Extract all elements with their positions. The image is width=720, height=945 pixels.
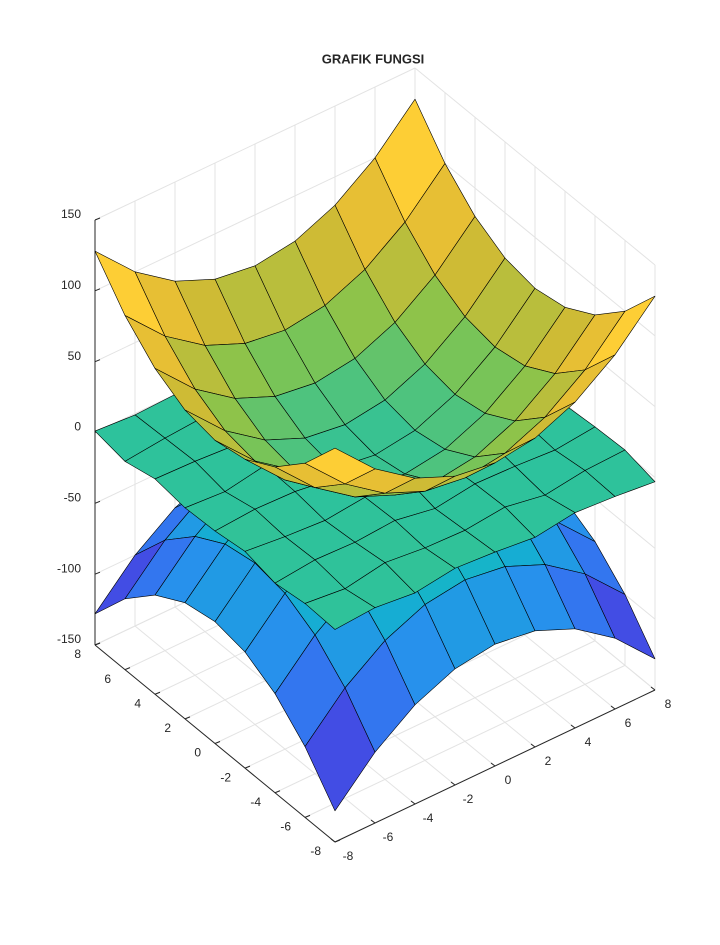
x-tick-label: -8 xyxy=(343,849,354,863)
z-tick xyxy=(94,288,101,292)
z-tick-label: 150 xyxy=(61,207,81,221)
axes: -150 -100 -50 0 50 100 150 -8 -6 -4 -2 0 2 4 6 8 -8 -6 -4 -… xyxy=(57,207,672,863)
y-tick xyxy=(154,691,161,695)
y-tick-label: 6 xyxy=(104,672,111,686)
y-tick xyxy=(334,839,341,843)
z-tick xyxy=(94,500,101,504)
z-tick-label: -100 xyxy=(57,561,81,575)
surface-patch xyxy=(304,447,376,485)
x-tick-label: -4 xyxy=(423,811,434,825)
z-tick xyxy=(94,571,101,575)
x-tick xyxy=(330,838,336,843)
y-tick-label: 8 xyxy=(74,647,81,661)
z-tick xyxy=(94,217,101,221)
surfaces xyxy=(94,98,656,812)
x-tick xyxy=(450,781,456,786)
y-tick xyxy=(184,716,191,720)
surface-patch xyxy=(304,588,376,630)
y-tick xyxy=(214,741,221,744)
y-tick-label: 2 xyxy=(164,721,171,735)
z-tick-label: 100 xyxy=(61,278,81,292)
x-tick-label: 4 xyxy=(585,735,592,749)
x-tick-label: 0 xyxy=(505,773,512,787)
z-tick-label: 50 xyxy=(68,349,82,363)
z-tick-label: -150 xyxy=(57,632,81,646)
x-tick xyxy=(370,819,376,824)
y-tick-label: -4 xyxy=(250,795,261,809)
surface-patch xyxy=(304,687,376,812)
y-tick xyxy=(304,814,311,818)
x-tick-label: 6 xyxy=(625,716,632,730)
y-tick-label: -8 xyxy=(310,844,321,858)
y-tick-label: -2 xyxy=(220,770,231,784)
y-tick xyxy=(124,667,131,671)
x-tick xyxy=(490,762,496,767)
x-tick-label: -2 xyxy=(463,792,474,806)
z-tick xyxy=(94,359,101,363)
y-tick-label: 0 xyxy=(194,746,201,760)
x-tick-label: 8 xyxy=(665,697,672,711)
y-tick-label: 4 xyxy=(134,696,141,710)
x-tick xyxy=(530,743,536,748)
y-tick xyxy=(274,790,281,794)
chart-title: GRAFIK FUNGSI xyxy=(322,51,425,66)
grid-line xyxy=(304,664,626,818)
x-tick-label: -6 xyxy=(383,830,394,844)
y-tick xyxy=(244,765,251,769)
y-tick-label: -6 xyxy=(280,820,291,834)
x-tick xyxy=(410,800,416,805)
x-tick xyxy=(570,724,576,729)
x-tick xyxy=(650,686,656,691)
y-tick xyxy=(94,642,101,646)
z-tick-label: -50 xyxy=(64,491,82,505)
z-tick-label: 0 xyxy=(74,420,81,434)
x-tick xyxy=(610,705,616,710)
x-tick-label: 2 xyxy=(545,754,552,768)
